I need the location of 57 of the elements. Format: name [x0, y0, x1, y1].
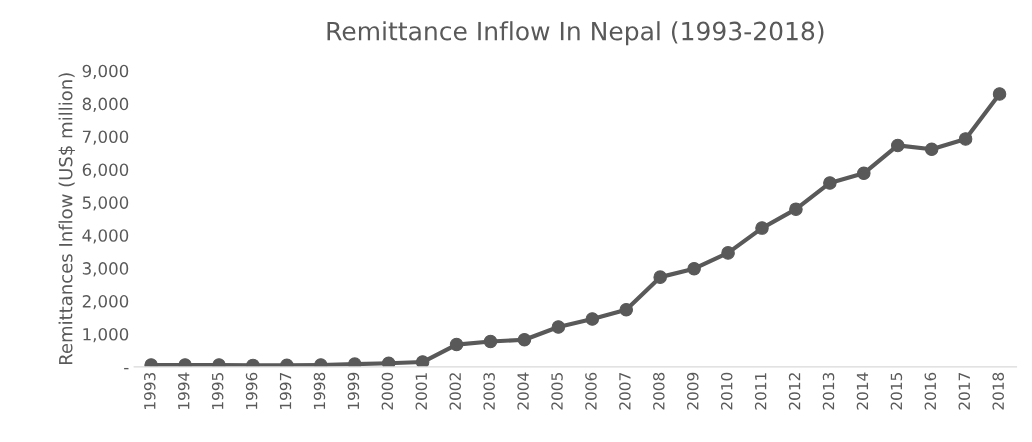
point [619, 303, 634, 317]
point [857, 166, 871, 181]
y-tick-label: 8,000 [82, 97, 129, 112]
point [415, 355, 430, 367]
point [585, 312, 600, 326]
y-tick-label: 4,000 [82, 229, 129, 244]
y-tick-label: 3,000 [82, 262, 129, 277]
x-tick-label: 2002 [449, 373, 461, 410]
point [992, 87, 1007, 101]
point [958, 132, 973, 146]
point [483, 334, 498, 349]
chart-title: Remittance Inflow In Nepal (1993-2018) [327, 21, 824, 46]
x-tick-label: 1996 [245, 372, 258, 409]
y-tick-label: 2,000 [82, 295, 129, 310]
point [823, 176, 837, 190]
point [449, 337, 464, 352]
x-tick-label: 2013 [822, 372, 835, 410]
x-tick-label: 2011 [754, 373, 767, 410]
x-tick-label: 2016 [924, 372, 937, 410]
point [890, 138, 905, 153]
y-tick-label: - [124, 367, 129, 370]
y-tick-label: 7,000 [82, 130, 129, 145]
x-tick-label: 2009 [687, 372, 699, 410]
y-axis-title: Remittances Inflow (US$ million) [58, 73, 75, 365]
x-tick-label: 2000 [381, 372, 394, 410]
x-tick-label: 2006 [585, 372, 597, 410]
x-tick-label: 2005 [551, 373, 563, 410]
x-tick-label: 1994 [177, 372, 190, 409]
point [653, 270, 667, 284]
y-tick-label: 9,000 [82, 64, 129, 79]
point [924, 142, 939, 157]
y-tick-label: 6,000 [82, 163, 129, 178]
x-tick-label: 1999 [347, 372, 360, 409]
x-tick-label: 2014 [856, 372, 869, 410]
x-tick-label: 2012 [788, 373, 801, 410]
x-tick-label: 2015 [890, 373, 903, 410]
point [381, 356, 396, 367]
point [721, 246, 735, 260]
point [687, 261, 701, 276]
x-tick-label: 1998 [313, 372, 326, 409]
x-tick-label: 2004 [517, 372, 529, 410]
x-tick-label: 2008 [653, 372, 665, 410]
y-tick-label: 5,000 [82, 196, 129, 211]
point [517, 333, 532, 347]
x-tick-label: 1997 [279, 373, 292, 409]
x-tick-label: 1995 [211, 373, 224, 409]
x-tick-label: 2010 [720, 372, 733, 410]
x-tick-label: 2001 [415, 373, 428, 410]
y-tick-label: 1,000 [83, 327, 129, 343]
x-tick-label: 2018 [992, 372, 1004, 410]
x-tick-label: 2007 [619, 373, 631, 410]
point [755, 221, 769, 235]
point [551, 320, 566, 334]
x-tick-label: 2017 [958, 373, 971, 410]
x-tick-label: 2003 [483, 372, 495, 410]
x-tick-label: 1993 [144, 372, 156, 409]
point [789, 202, 803, 216]
